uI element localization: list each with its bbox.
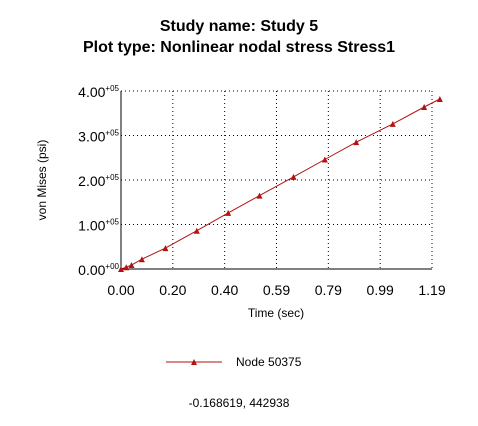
axes [120,91,432,270]
y-tick-label: 2.00+05 [78,173,119,189]
legend: Node 50375 [166,354,301,370]
chart-title-block: Study name: Study 5 Plot type: Nonlinear… [0,16,478,58]
data-point-marker [321,156,328,163]
x-tick-label: 0.00 [107,282,134,298]
series-line [120,98,441,270]
data-point-marker [389,120,396,127]
legend-swatch [166,359,222,365]
y-tick-label: 4.00+05 [78,84,119,100]
data-point-marker [256,192,263,199]
x-tick-label: 0.40 [211,282,238,298]
data-point-marker [353,139,360,146]
data-point-marker [193,227,200,234]
data-point-marker [436,96,443,103]
x-tick-label: 1.19 [418,282,445,298]
data-point-marker [225,209,232,216]
series-group [118,96,443,272]
y-axis-label: von Mises (psi) [35,140,49,221]
x-tick-label: 0.59 [263,282,290,298]
plot-type-title: Plot type: Nonlinear nodal stress Stress… [82,39,396,56]
study-name-title: Study name: Study 5 [159,18,319,35]
data-point-marker [162,245,169,252]
x-tick-label: 0.99 [367,282,394,298]
grid-lines [121,90,433,269]
data-point-marker [290,173,297,180]
tick-labels: 0.00 0.20 0.40 0.59 0.79 0.99 1.19 0.00+00 1.00+… [78,84,446,298]
data-point-marker [128,261,135,268]
data-point-marker [421,104,428,111]
legend-label-node: Node 50375 [236,355,302,369]
x-tick-label: 0.79 [315,282,342,298]
data-point-marker [118,266,124,272]
data-point-marker [138,256,145,263]
y-tick-label: 0.00+00 [78,262,119,278]
y-tick-label: 1.00+05 [78,218,119,234]
x-tick-label: 0.20 [159,282,186,298]
data-point-marker [123,264,130,271]
legend-marker [191,359,197,365]
x-axis-label: Time (sec) [248,306,304,320]
y-tick-label: 3.00+05 [78,129,119,145]
cursor-coordinate-readout: -0.168619, 442938 [188,396,290,410]
